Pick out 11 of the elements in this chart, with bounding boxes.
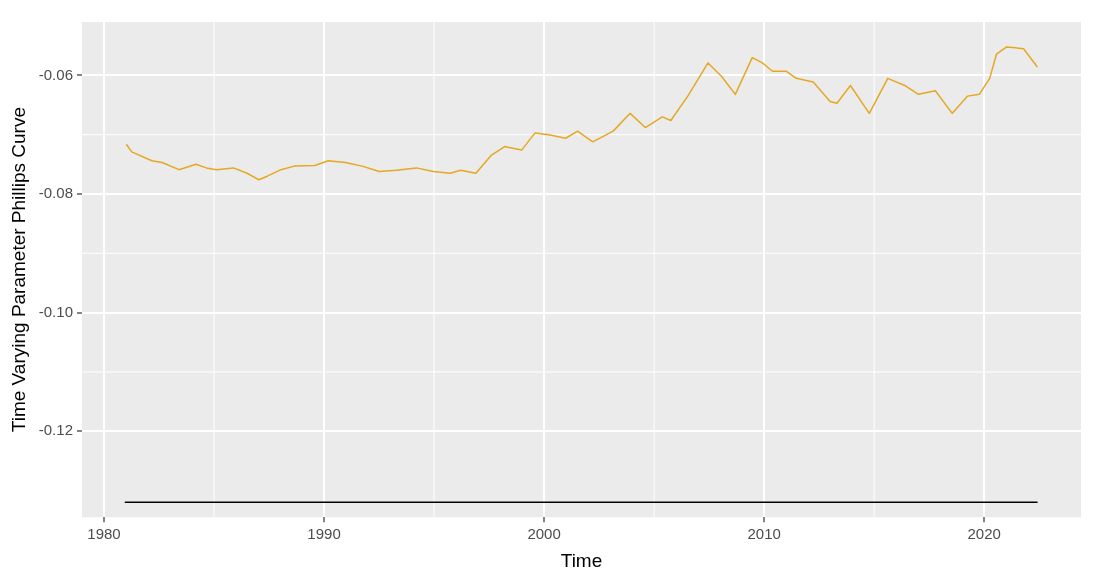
x-tick-label: 1980 [87, 525, 121, 543]
x-tick-label: 2020 [967, 525, 1001, 543]
x-tick-label: 1990 [307, 525, 341, 543]
y-tick-label: -0.08 [38, 184, 73, 202]
x-tick-label: 2010 [747, 525, 781, 543]
x-axis-title: Time [560, 549, 603, 571]
y-tick-label: -0.06 [38, 65, 73, 83]
y-tick-label: -0.12 [38, 421, 73, 439]
y-axis-title: Time Varying Parameter Phillips Curve [7, 106, 29, 433]
x-tick-label: 2000 [527, 525, 561, 543]
y-tick-label: -0.10 [38, 302, 73, 320]
